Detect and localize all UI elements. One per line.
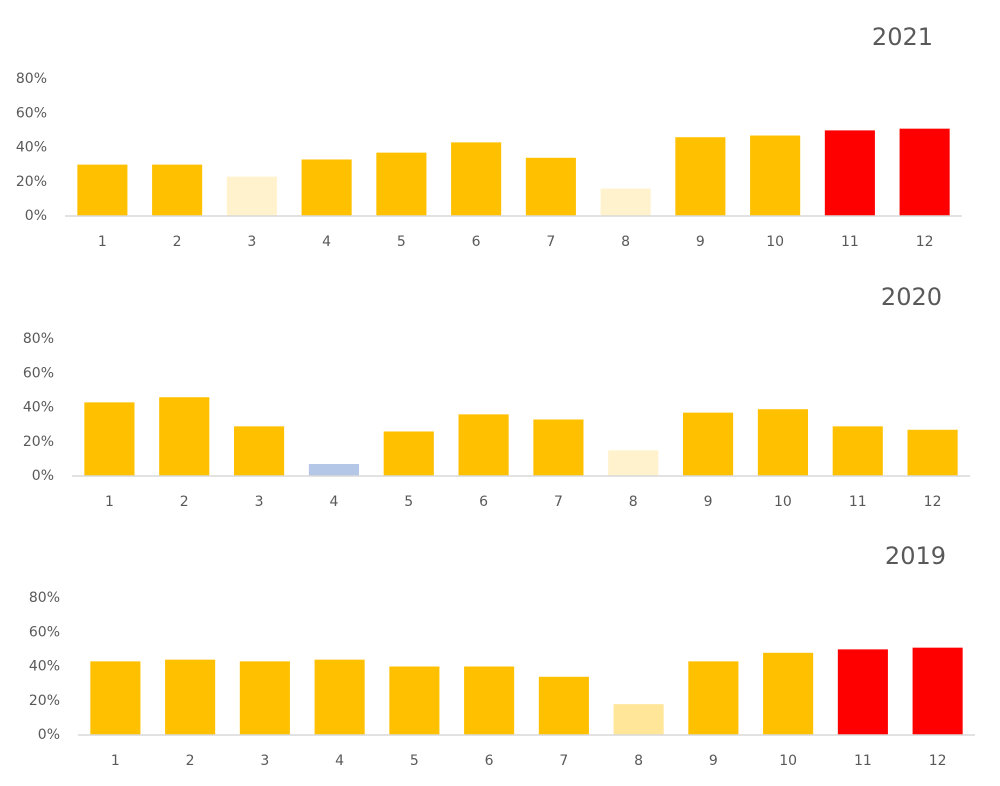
bar	[376, 152, 427, 216]
bar	[538, 676, 589, 735]
x-tick-label: 8	[621, 234, 630, 250]
bar	[165, 659, 216, 735]
x-tick-label: 7	[559, 753, 568, 769]
x-tick-label: 2	[173, 234, 182, 250]
x-tick-label: 8	[629, 494, 638, 510]
x-tick-label: 3	[247, 234, 256, 250]
x-tick-label: 10	[774, 494, 792, 510]
x-tick-label: 11	[854, 753, 872, 769]
bar	[234, 426, 285, 476]
bar	[907, 429, 958, 476]
chart-title: 2020	[881, 283, 942, 311]
y-tick-label: 60%	[16, 105, 47, 121]
x-tick-label: 9	[704, 494, 713, 510]
x-tick-label: 11	[849, 494, 867, 510]
x-tick-label: 4	[329, 494, 338, 510]
x-tick-label: 9	[709, 753, 718, 769]
y-tick-label: 40%	[29, 659, 60, 675]
bar	[314, 659, 365, 735]
bar	[84, 402, 135, 476]
x-tick-label: 3	[260, 753, 269, 769]
bar	[301, 159, 352, 216]
bar	[683, 412, 734, 476]
x-tick-label: 7	[554, 494, 563, 510]
x-tick-label: 2	[180, 494, 189, 510]
y-tick-label: 40%	[16, 140, 47, 156]
x-tick-label: 9	[696, 234, 705, 250]
bar	[464, 666, 515, 735]
x-tick-label: 4	[322, 234, 331, 250]
x-tick-label: 5	[397, 234, 406, 250]
y-tick-label: 80%	[23, 331, 54, 347]
bar	[824, 130, 875, 216]
x-tick-label: 2	[186, 753, 195, 769]
bar	[383, 431, 434, 476]
y-tick-label: 20%	[23, 434, 54, 450]
bar	[912, 647, 963, 735]
x-tick-label: 6	[472, 234, 481, 250]
bar	[458, 414, 509, 476]
x-tick-label: 1	[111, 753, 120, 769]
y-tick-label: 80%	[16, 71, 47, 87]
bar	[763, 652, 814, 735]
x-tick-label: 6	[479, 494, 488, 510]
x-tick-label: 4	[335, 753, 344, 769]
y-tick-label: 60%	[29, 624, 60, 640]
bar	[688, 661, 739, 735]
y-tick-label: 80%	[29, 590, 60, 606]
bar	[600, 188, 651, 216]
bar	[608, 450, 659, 476]
bar	[226, 176, 277, 216]
bar	[832, 426, 883, 476]
x-tick-label: 10	[779, 753, 797, 769]
bar	[159, 397, 210, 476]
y-tick-label: 40%	[23, 400, 54, 416]
bar	[525, 157, 576, 216]
x-tick-label: 1	[98, 234, 107, 250]
x-tick-label: 6	[485, 753, 494, 769]
chart-title: 2019	[885, 542, 946, 570]
x-tick-label: 12	[924, 494, 942, 510]
bar	[77, 164, 128, 216]
bar	[899, 128, 950, 216]
bar	[451, 142, 502, 216]
bar	[613, 704, 664, 735]
bar	[675, 137, 726, 216]
bar	[750, 135, 801, 216]
y-tick-label: 0%	[25, 208, 47, 224]
y-tick-label: 20%	[29, 693, 60, 709]
x-tick-label: 12	[929, 753, 947, 769]
bar	[837, 649, 888, 735]
bar	[152, 164, 203, 216]
bar	[533, 419, 584, 476]
x-tick-label: 1	[105, 494, 114, 510]
bar	[389, 666, 440, 735]
bar	[757, 409, 808, 476]
x-tick-label: 12	[916, 234, 934, 250]
x-tick-label: 11	[841, 234, 859, 250]
bar	[90, 661, 141, 735]
y-tick-label: 60%	[23, 365, 54, 381]
y-tick-label: 0%	[32, 468, 54, 484]
x-tick-label: 10	[766, 234, 784, 250]
x-tick-label: 3	[255, 494, 264, 510]
bar	[239, 661, 290, 735]
x-tick-label: 5	[404, 494, 413, 510]
y-tick-label: 20%	[16, 174, 47, 190]
x-tick-label: 5	[410, 753, 419, 769]
chart-title: 2021	[872, 23, 933, 51]
y-tick-label: 0%	[38, 727, 60, 743]
x-tick-label: 7	[546, 234, 555, 250]
x-tick-label: 8	[634, 753, 643, 769]
bar	[308, 464, 359, 476]
